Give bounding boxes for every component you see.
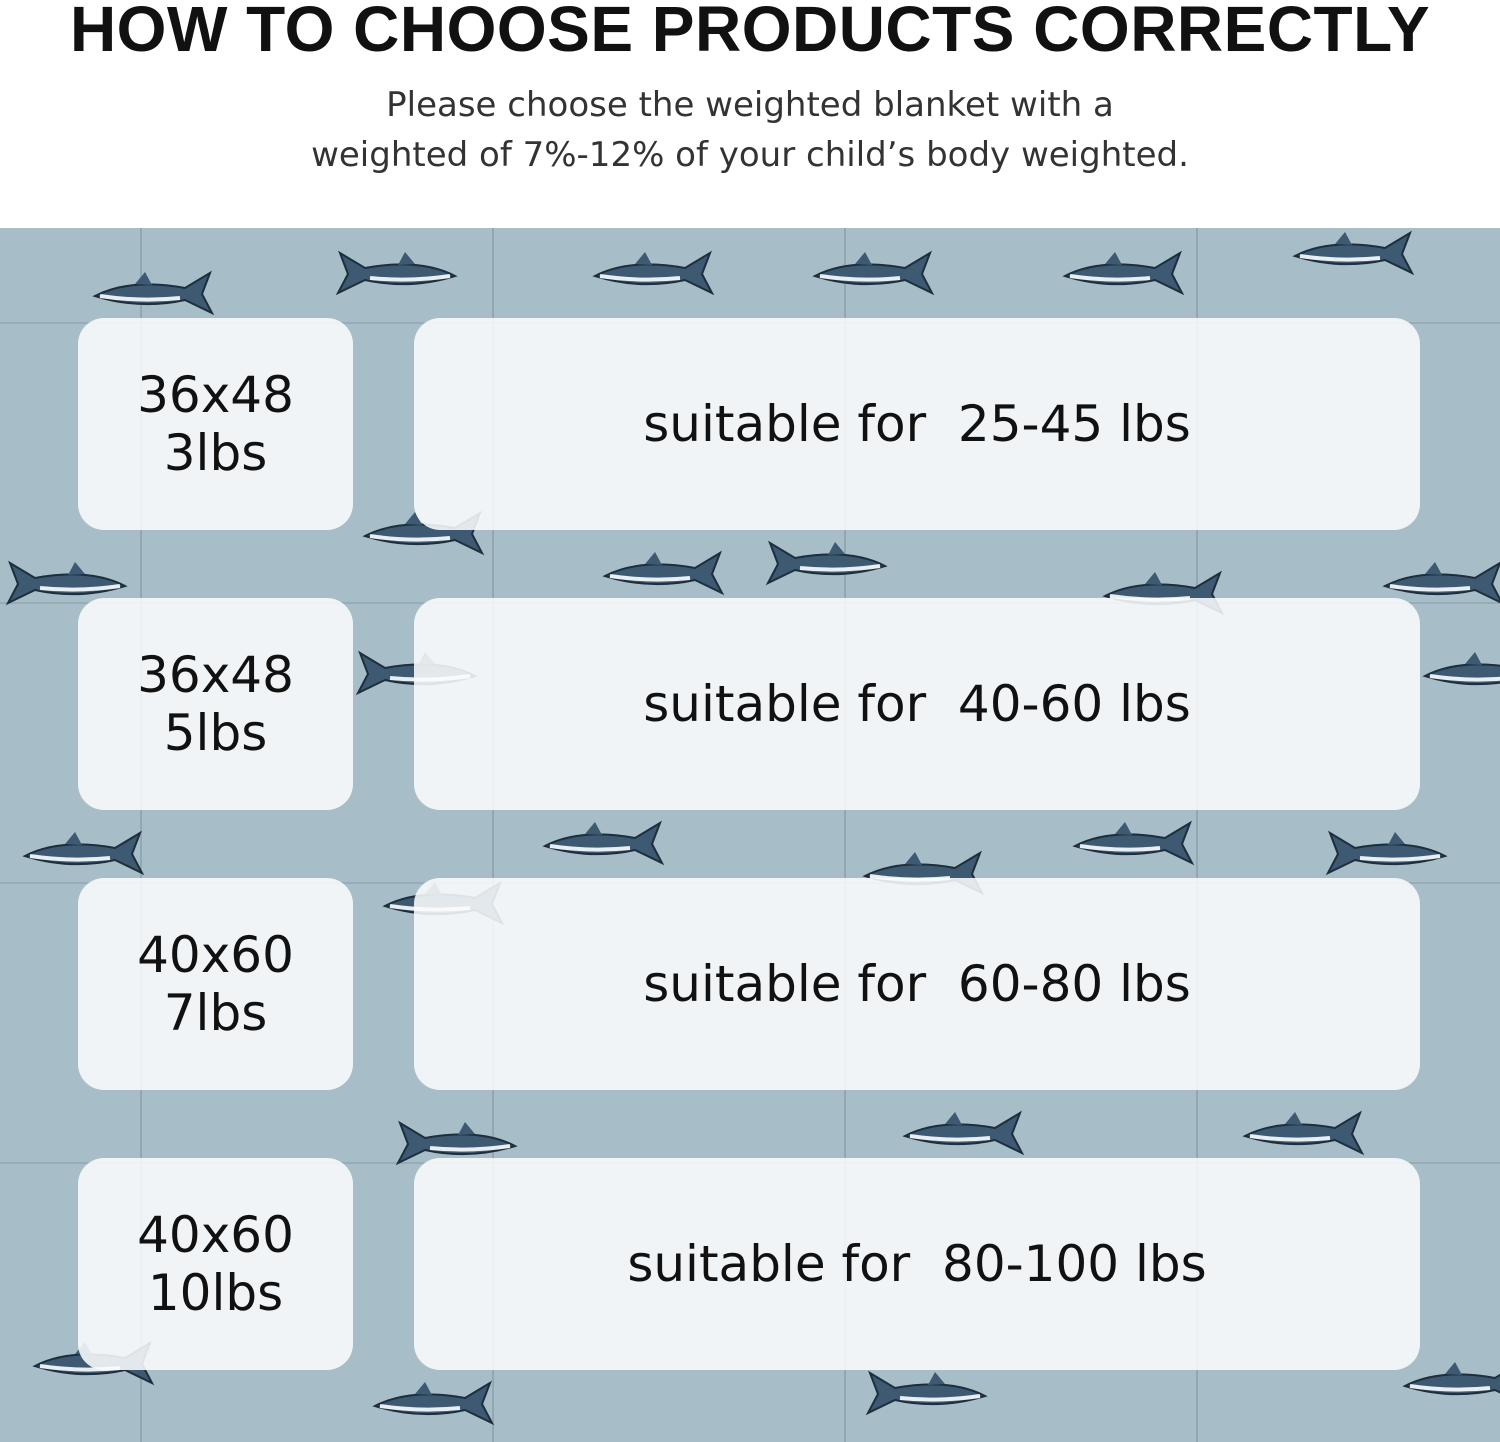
size-label: 36x48: [137, 646, 294, 704]
size-box-3: 40x60 7lbs: [78, 878, 353, 1090]
suitable-box-4: suitable for 80-100 lbs: [414, 1158, 1420, 1370]
shark-icon: [1062, 250, 1185, 296]
suitable-box-1: suitable for 25-45 lbs: [414, 318, 1420, 530]
suitable-box-3: suitable for 60-80 lbs: [414, 878, 1420, 1090]
shark-icon: [362, 510, 485, 556]
shark-icon: [1072, 820, 1195, 866]
shark-icon: [5, 560, 128, 606]
size-label: 36x48: [137, 366, 294, 424]
weight-label: 3lbs: [163, 424, 268, 482]
size-box-4: 40x60 10lbs: [78, 1158, 353, 1370]
shark-icon: [1242, 1110, 1365, 1156]
shark-icon: [1325, 830, 1448, 876]
weight-label: 10lbs: [147, 1264, 284, 1322]
suitable-label: suitable for 60-80 lbs: [643, 955, 1191, 1013]
shark-icon: [1422, 652, 1500, 686]
shark-icon: [765, 540, 888, 586]
shark-icon: [372, 1380, 495, 1426]
shark-icon: [1382, 561, 1500, 604]
shark-icon: [1292, 230, 1415, 276]
shark-icon: [592, 250, 715, 296]
shark-icon: [395, 1120, 518, 1166]
shark-icon: [1402, 1362, 1500, 1396]
size-label: 40x60: [137, 926, 294, 984]
shark-icon: [335, 250, 458, 296]
suitable-label: suitable for 25-45 lbs: [643, 395, 1191, 453]
size-box-1: 36x48 3lbs: [78, 318, 353, 530]
page-title: HOW TO CHOOSE PRODUCTS CORRECTLY: [69, 0, 1431, 65]
subtitle-line-1: Please choose the weighted blanket with …: [386, 85, 1114, 125]
suitable-label: suitable for 40-60 lbs: [643, 675, 1191, 733]
shark-icon: [865, 1370, 988, 1416]
shark-icon: [812, 250, 935, 296]
size-box-2: 36x48 5lbs: [78, 598, 353, 810]
shark-icon: [602, 550, 725, 596]
weight-label: 7lbs: [163, 984, 268, 1042]
suitable-box-2: suitable for 40-60 lbs: [414, 598, 1420, 810]
shark-icon: [22, 830, 145, 876]
shark-icon: [92, 270, 215, 316]
weight-label: 5lbs: [163, 704, 268, 762]
shark-icon: [902, 1110, 1025, 1156]
subtitle-line-2: weighted of 7%-12% of your child’s body …: [311, 135, 1189, 175]
shark-icon: [542, 820, 665, 866]
suitable-label: suitable for 80-100 lbs: [627, 1235, 1207, 1293]
size-label: 40x60: [137, 1206, 294, 1264]
subtitle: Please choose the weighted blanket with …: [0, 80, 1500, 180]
